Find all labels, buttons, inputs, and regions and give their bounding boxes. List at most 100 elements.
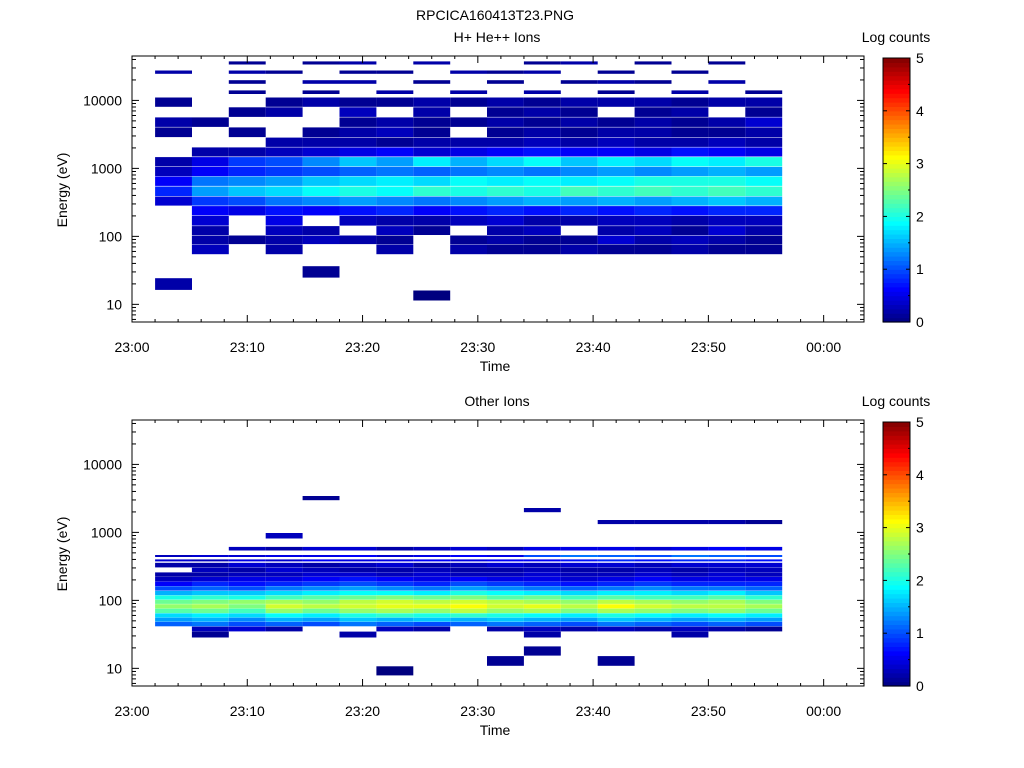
heatmap-cell [745, 235, 783, 245]
heatmap-cell [597, 137, 635, 147]
heatmap-cell [302, 617, 340, 622]
heatmap-cell [302, 80, 340, 84]
heatmap-cell [597, 235, 635, 245]
heatmap-cell [708, 608, 746, 614]
colorbar-strip [883, 225, 910, 231]
heatmap-cell [376, 166, 414, 177]
heatmap-cell [487, 617, 524, 622]
heatmap-cell [597, 595, 635, 600]
heatmap-cell [671, 626, 709, 632]
heatmap-cell [708, 613, 746, 618]
heatmap-cell [560, 567, 598, 573]
heatmap-cell [302, 590, 340, 596]
heatmap-cell [265, 235, 303, 245]
colorbar-tick-label: 1 [916, 625, 924, 641]
heatmap-cell [228, 107, 266, 117]
colorbar-strip [883, 62, 910, 68]
heatmap-cell [523, 613, 561, 618]
heatmap-cell [339, 581, 377, 586]
heatmap-cell [597, 206, 635, 216]
heatmap-cell [228, 595, 266, 600]
heatmap-cell [634, 590, 672, 596]
heatmap-cell [487, 235, 524, 245]
heatmap-cell [155, 599, 192, 604]
heatmap-cell [339, 590, 377, 596]
heatmap-cell [708, 127, 746, 138]
heatmap-cell [634, 147, 672, 157]
colorbar-strip [883, 589, 910, 595]
colorbar-strip [883, 602, 910, 608]
heatmap-cell [634, 127, 672, 138]
heatmap-cell [708, 206, 746, 216]
heatmap-cell [671, 577, 709, 582]
heatmap-cell [413, 157, 451, 167]
heatmap-cell [634, 599, 672, 604]
heatmap-cell [597, 656, 635, 666]
heatmap-cell [450, 613, 488, 618]
colorbar-strip [883, 461, 910, 467]
heatmap-cell [745, 117, 783, 127]
heatmap-cell [265, 562, 303, 568]
heatmap-cell [413, 626, 451, 632]
heatmap-cell [450, 117, 488, 127]
heatmap-cell [523, 244, 561, 255]
colorbar-strip [883, 514, 910, 520]
heatmap-cell [413, 147, 451, 157]
x-tick-label: 00:00 [806, 703, 841, 719]
heatmap-cell [450, 595, 488, 600]
colorbar-strip [883, 220, 910, 226]
heatmap-cell [487, 599, 524, 604]
heatmap-cell [265, 157, 303, 167]
panel-title-other: Other Ions [464, 393, 529, 409]
colorbar-strip [883, 194, 910, 200]
heatmap-cell [671, 107, 709, 117]
heatmap-cell [413, 546, 451, 551]
heatmap-cell [339, 555, 377, 557]
colorbar-label-bottom: Log counts [862, 393, 931, 409]
heatmap-cell [745, 595, 783, 600]
colorbar-strip [883, 615, 910, 621]
heatmap-cell [413, 196, 451, 206]
y-tick-label: 10 [106, 660, 122, 676]
heatmap-cell [487, 581, 524, 586]
heatmap-cell [671, 586, 709, 591]
heatmap-cell [413, 215, 451, 226]
colorbar-strip [883, 659, 910, 665]
heatmap-cell [191, 166, 229, 177]
heatmap-cell [228, 157, 266, 167]
x-tick-label: 23:50 [691, 703, 726, 719]
colorbar-strip [883, 168, 910, 173]
heatmap-cell [634, 235, 672, 245]
heatmap-cell [228, 70, 266, 74]
heatmap-cell [265, 166, 303, 177]
colorbar-strip [883, 185, 910, 191]
heatmap-cell [560, 590, 598, 596]
colorbar-strip [883, 562, 910, 568]
heatmap-cell [708, 621, 746, 627]
heatmap-cell [708, 555, 746, 557]
heatmap-cell [228, 626, 266, 632]
heatmap-cell [523, 586, 561, 591]
heatmap-cell [339, 604, 377, 609]
heatmap-cell [560, 599, 598, 604]
heatmap-cell [155, 617, 192, 622]
heatmap-cell [487, 215, 524, 226]
heatmap-cell [376, 604, 414, 609]
heatmap-cell [376, 186, 414, 196]
heatmap-cell [376, 590, 414, 596]
x-tick-label: 23:30 [460, 339, 495, 355]
heatmap-cell [597, 244, 635, 255]
colorbar-strip [883, 646, 910, 652]
heatmap-cell [523, 555, 561, 557]
heatmap-cell [155, 586, 192, 591]
heatmap-cell [265, 555, 303, 557]
heatmap-cell [191, 147, 229, 157]
heatmap-cell [228, 590, 266, 596]
heatmap-cell [560, 586, 598, 591]
heatmap-cell [745, 608, 783, 614]
x-tick-label: 23:00 [114, 703, 149, 719]
heatmap-cell [487, 80, 524, 84]
heatmap-cell [745, 613, 783, 618]
heatmap-cell [560, 137, 598, 147]
heatmap-cell [228, 621, 266, 627]
